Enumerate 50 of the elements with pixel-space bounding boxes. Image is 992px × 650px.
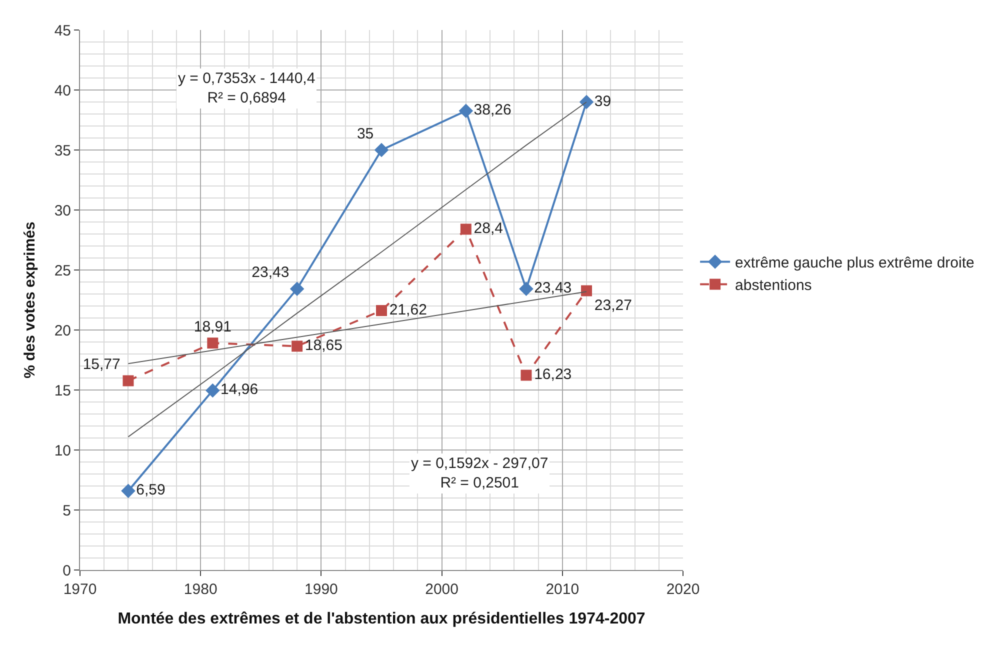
point (292, 340, 303, 352)
data-label: 28,4 (474, 220, 503, 237)
annotation: y = 0,1592x - 297,07 R² = 0,2501 (411, 455, 548, 492)
y-tick-label: 20 (54, 322, 71, 340)
x-tick-label: 2010 (546, 581, 580, 598)
data-label: 23,27 (594, 296, 632, 314)
point (122, 375, 134, 386)
point (460, 224, 472, 235)
annotation: y = 0,7353x - 1440,4 R² = 0,6894 (178, 70, 316, 106)
point (374, 142, 389, 158)
y-tick-label: 10 (54, 442, 71, 460)
x-axis-title: Montée des extrêmes et de l'abstention aux présidentielles 1974-2007 (118, 610, 646, 628)
point (207, 338, 218, 349)
point (458, 104, 474, 118)
y-tick-label: 45 (54, 22, 71, 40)
y-axis-title: % des votes exprimés (22, 222, 39, 378)
x-tick-label: 2020 (666, 581, 700, 598)
data-label: 18,65 (304, 336, 342, 354)
y-tick-label: 40 (54, 82, 71, 100)
data-label: 38,26 (474, 102, 512, 119)
data-label: 14,96 (220, 381, 258, 398)
x-tick-label: 1980 (184, 581, 218, 598)
y-tick-label: 5 (62, 502, 71, 520)
point (581, 285, 592, 296)
y-tick-label: 25 (54, 262, 71, 280)
point (121, 484, 136, 498)
data-label: 35 (356, 125, 374, 142)
data-label: 39 (594, 92, 612, 110)
data-label: 16,23 (534, 366, 572, 383)
y-tick-label: 30 (54, 202, 71, 220)
data-label: 18,91 (194, 318, 232, 336)
legend-label: extrême gauche plus extrême droite (735, 254, 974, 272)
point (290, 282, 304, 296)
data-label: 6,59 (136, 482, 166, 499)
x-tick-label: 1970 (63, 581, 97, 598)
point (206, 383, 220, 398)
legend-label: abstentions (735, 277, 812, 294)
y-tick-label: 35 (54, 142, 71, 160)
point (520, 370, 532, 381)
point (519, 282, 534, 296)
point (579, 94, 594, 110)
point (376, 305, 387, 316)
y-tick-label: 0 (62, 562, 71, 580)
data-label: 23,43 (534, 280, 572, 297)
x-tick-label: 2000 (425, 581, 458, 598)
y-tick-label: 15 (54, 382, 71, 400)
x-tick-label: 1990 (304, 581, 338, 598)
data-label: 15,77 (82, 356, 120, 374)
data-label: 21,62 (389, 301, 427, 318)
data-label: 23,43 (252, 264, 290, 282)
